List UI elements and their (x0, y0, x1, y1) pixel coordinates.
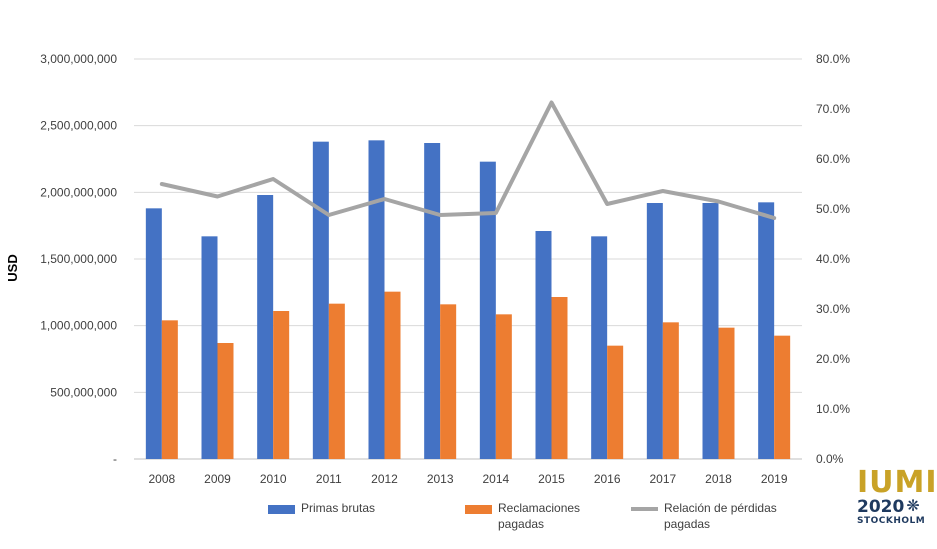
bar-reclamaciones (718, 327, 735, 459)
x-tick-label: 2015 (538, 472, 565, 486)
bar-primas (257, 195, 274, 459)
x-tick-label: 2018 (705, 472, 732, 486)
x-tick-label: 2016 (594, 472, 621, 486)
y-tick-label: - (113, 452, 117, 466)
y-tick-label: 2,000,000,000 (40, 185, 117, 199)
x-tick-label: 2017 (649, 472, 676, 486)
bar-primas (646, 203, 663, 459)
bar-reclamaciones (551, 297, 568, 459)
bar-primas (424, 143, 441, 459)
bar-reclamaciones (662, 322, 679, 459)
bar-reclamaciones (384, 291, 401, 459)
logo-city: STOCKHOLM (857, 516, 926, 526)
bar-reclamaciones (273, 311, 290, 459)
bar-reclamaciones (607, 345, 624, 459)
iumi-logo: IUMI 2020 ❋ STOCKHOLM (857, 465, 937, 532)
bar-primas (758, 202, 775, 460)
bar-reclamaciones (217, 343, 234, 459)
y-axis-right: 0.0% 10.0% 20.0% 30.0% 40.0% 50.0% 60.0% 70.0% 8… (816, 52, 850, 466)
x-tick-label: 2014 (482, 472, 509, 486)
y2-tick-label: 60.0% (816, 152, 850, 166)
x-tick-label: 2008 (148, 472, 175, 486)
bar-reclamaciones (440, 304, 457, 459)
bar-primas (535, 231, 552, 459)
y2-tick-label: 80.0% (816, 52, 850, 66)
bar-primas (591, 236, 608, 459)
legend-label-relacion: Relación de pérdidas pagadas (664, 501, 777, 531)
x-tick-label: 2013 (427, 472, 454, 486)
x-tick-label: 2019 (761, 472, 788, 486)
x-tick-label: 2010 (260, 472, 287, 486)
bar-reclamaciones (774, 335, 791, 459)
gridlines (134, 58, 802, 460)
bar-reclamaciones (495, 314, 512, 459)
logo-year: 2020 (857, 497, 905, 517)
legend-item-reclamaciones: Reclamaciones pagadas (465, 500, 593, 532)
line-relacion (159, 100, 777, 220)
bar-primas (201, 236, 218, 459)
legend-swatch-primas (268, 505, 295, 514)
x-tick-label: 2011 (316, 472, 342, 486)
bar-reclamaciones (161, 320, 178, 459)
y-axis-label: USD (5, 254, 20, 281)
y-tick-label: 2,500,000,000 (40, 119, 117, 133)
legend-swatch-relacion (631, 507, 658, 511)
y2-tick-label: 40.0% (816, 252, 850, 266)
y-tick-label: 3,000,000,000 (40, 52, 117, 66)
y-tick-label: 1,000,000,000 (40, 319, 117, 333)
y2-tick-label: 0.0% (816, 452, 844, 466)
legend-label-reclamaciones: Reclamaciones pagadas (498, 501, 581, 531)
legend-label-primas: Primas brutas (301, 501, 376, 515)
logo-text: IUMI (857, 465, 937, 500)
bar-primas (145, 208, 162, 459)
bar-primas (702, 203, 719, 459)
x-tick-label: 2009 (204, 472, 231, 486)
y2-tick-label: 30.0% (816, 302, 850, 316)
y2-tick-label: 70.0% (816, 102, 850, 116)
legend-item-relacion: Relación de pérdidas pagadas (631, 500, 794, 532)
x-tick-label: 2012 (371, 472, 398, 486)
y-axis-left: - 500,000,000 1,000,000,000 1,500,000,000 2,… (40, 52, 117, 466)
y2-tick-label: 10.0% (816, 402, 850, 416)
bar-primas (312, 141, 329, 459)
legend-swatch-reclamaciones (465, 505, 492, 514)
x-axis: 2008 2009 2010 2011 2012 2013 2014 2015 2016 2017… (148, 472, 787, 486)
bar-reclamaciones (328, 303, 345, 459)
y2-tick-label: 50.0% (816, 202, 850, 216)
y2-tick-label: 20.0% (816, 352, 850, 366)
bar-primas (368, 140, 385, 460)
y-tick-label: 1,500,000,000 (40, 252, 117, 266)
bars (145, 140, 791, 460)
snowflake-icon: ❋ (906, 498, 920, 515)
bar-primas (479, 161, 496, 459)
legend-item-primas: Primas brutas (268, 500, 426, 516)
loss-ratio-line (159, 100, 777, 220)
y-tick-label: 500,000,000 (50, 385, 117, 399)
